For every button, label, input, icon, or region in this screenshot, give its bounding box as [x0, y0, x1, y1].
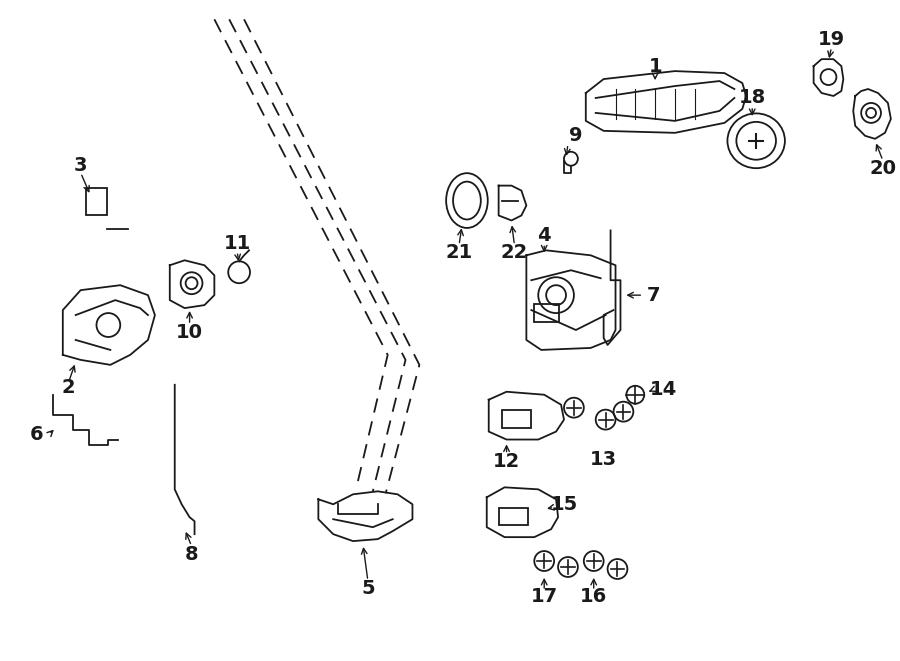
Text: 11: 11: [223, 234, 251, 253]
Text: 17: 17: [531, 588, 558, 606]
Text: 3: 3: [74, 156, 87, 175]
Text: 22: 22: [501, 243, 528, 262]
Text: 19: 19: [818, 30, 845, 49]
Text: 18: 18: [739, 89, 766, 108]
Text: 7: 7: [646, 286, 660, 305]
Bar: [86, 188, 107, 215]
Text: 20: 20: [869, 159, 896, 178]
Text: 15: 15: [551, 495, 578, 514]
Text: 8: 8: [184, 545, 198, 564]
Text: 21: 21: [446, 243, 472, 262]
Text: 2: 2: [62, 378, 76, 397]
Text: 16: 16: [580, 588, 608, 606]
Bar: [499, 508, 528, 525]
Text: 10: 10: [176, 323, 203, 342]
Text: 4: 4: [537, 226, 551, 245]
Text: 9: 9: [569, 126, 582, 145]
Text: 14: 14: [650, 380, 677, 399]
Text: 13: 13: [590, 450, 617, 469]
Text: 12: 12: [493, 452, 520, 471]
Text: 1: 1: [648, 57, 662, 75]
Text: 5: 5: [361, 580, 374, 598]
Text: 6: 6: [31, 425, 44, 444]
Bar: [535, 304, 559, 322]
Bar: [501, 410, 531, 428]
